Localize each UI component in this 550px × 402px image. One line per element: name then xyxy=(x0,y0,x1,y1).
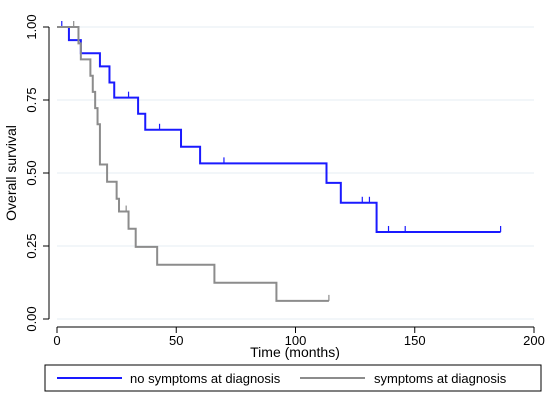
legend-label-no-symptoms: no symptoms at diagnosis xyxy=(130,371,281,386)
legend: no symptoms at diagnosis symptoms at dia… xyxy=(44,364,542,392)
x-tick-label: 50 xyxy=(169,333,183,348)
y-axis: 0.00 0.25 0.50 0.75 1.00 xyxy=(24,14,50,332)
curve-symptoms xyxy=(57,26,329,302)
x-axis: 0 50 100 150 200 xyxy=(53,326,545,348)
legend-box xyxy=(44,364,542,392)
x-tick-label: 150 xyxy=(404,333,426,348)
y-tick-label: 1.00 xyxy=(24,14,39,39)
y-tick-label: 0.50 xyxy=(24,160,39,185)
survival-curves xyxy=(57,21,502,302)
y-tick-label: 0.75 xyxy=(24,87,39,112)
curve-no-symptoms xyxy=(57,26,501,233)
x-tick-label: 0 xyxy=(53,333,60,348)
legend-label-symptoms: symptoms at diagnosis xyxy=(374,371,507,386)
y-axis-title: Overall survival xyxy=(3,125,19,221)
x-tick-label: 200 xyxy=(523,333,545,348)
grid-lines xyxy=(57,26,534,320)
y-tick-label: 0.00 xyxy=(24,306,39,331)
x-axis-title: Time (months) xyxy=(250,344,340,360)
y-tick-label: 0.25 xyxy=(24,233,39,258)
x-tick-label: 100 xyxy=(285,333,307,348)
